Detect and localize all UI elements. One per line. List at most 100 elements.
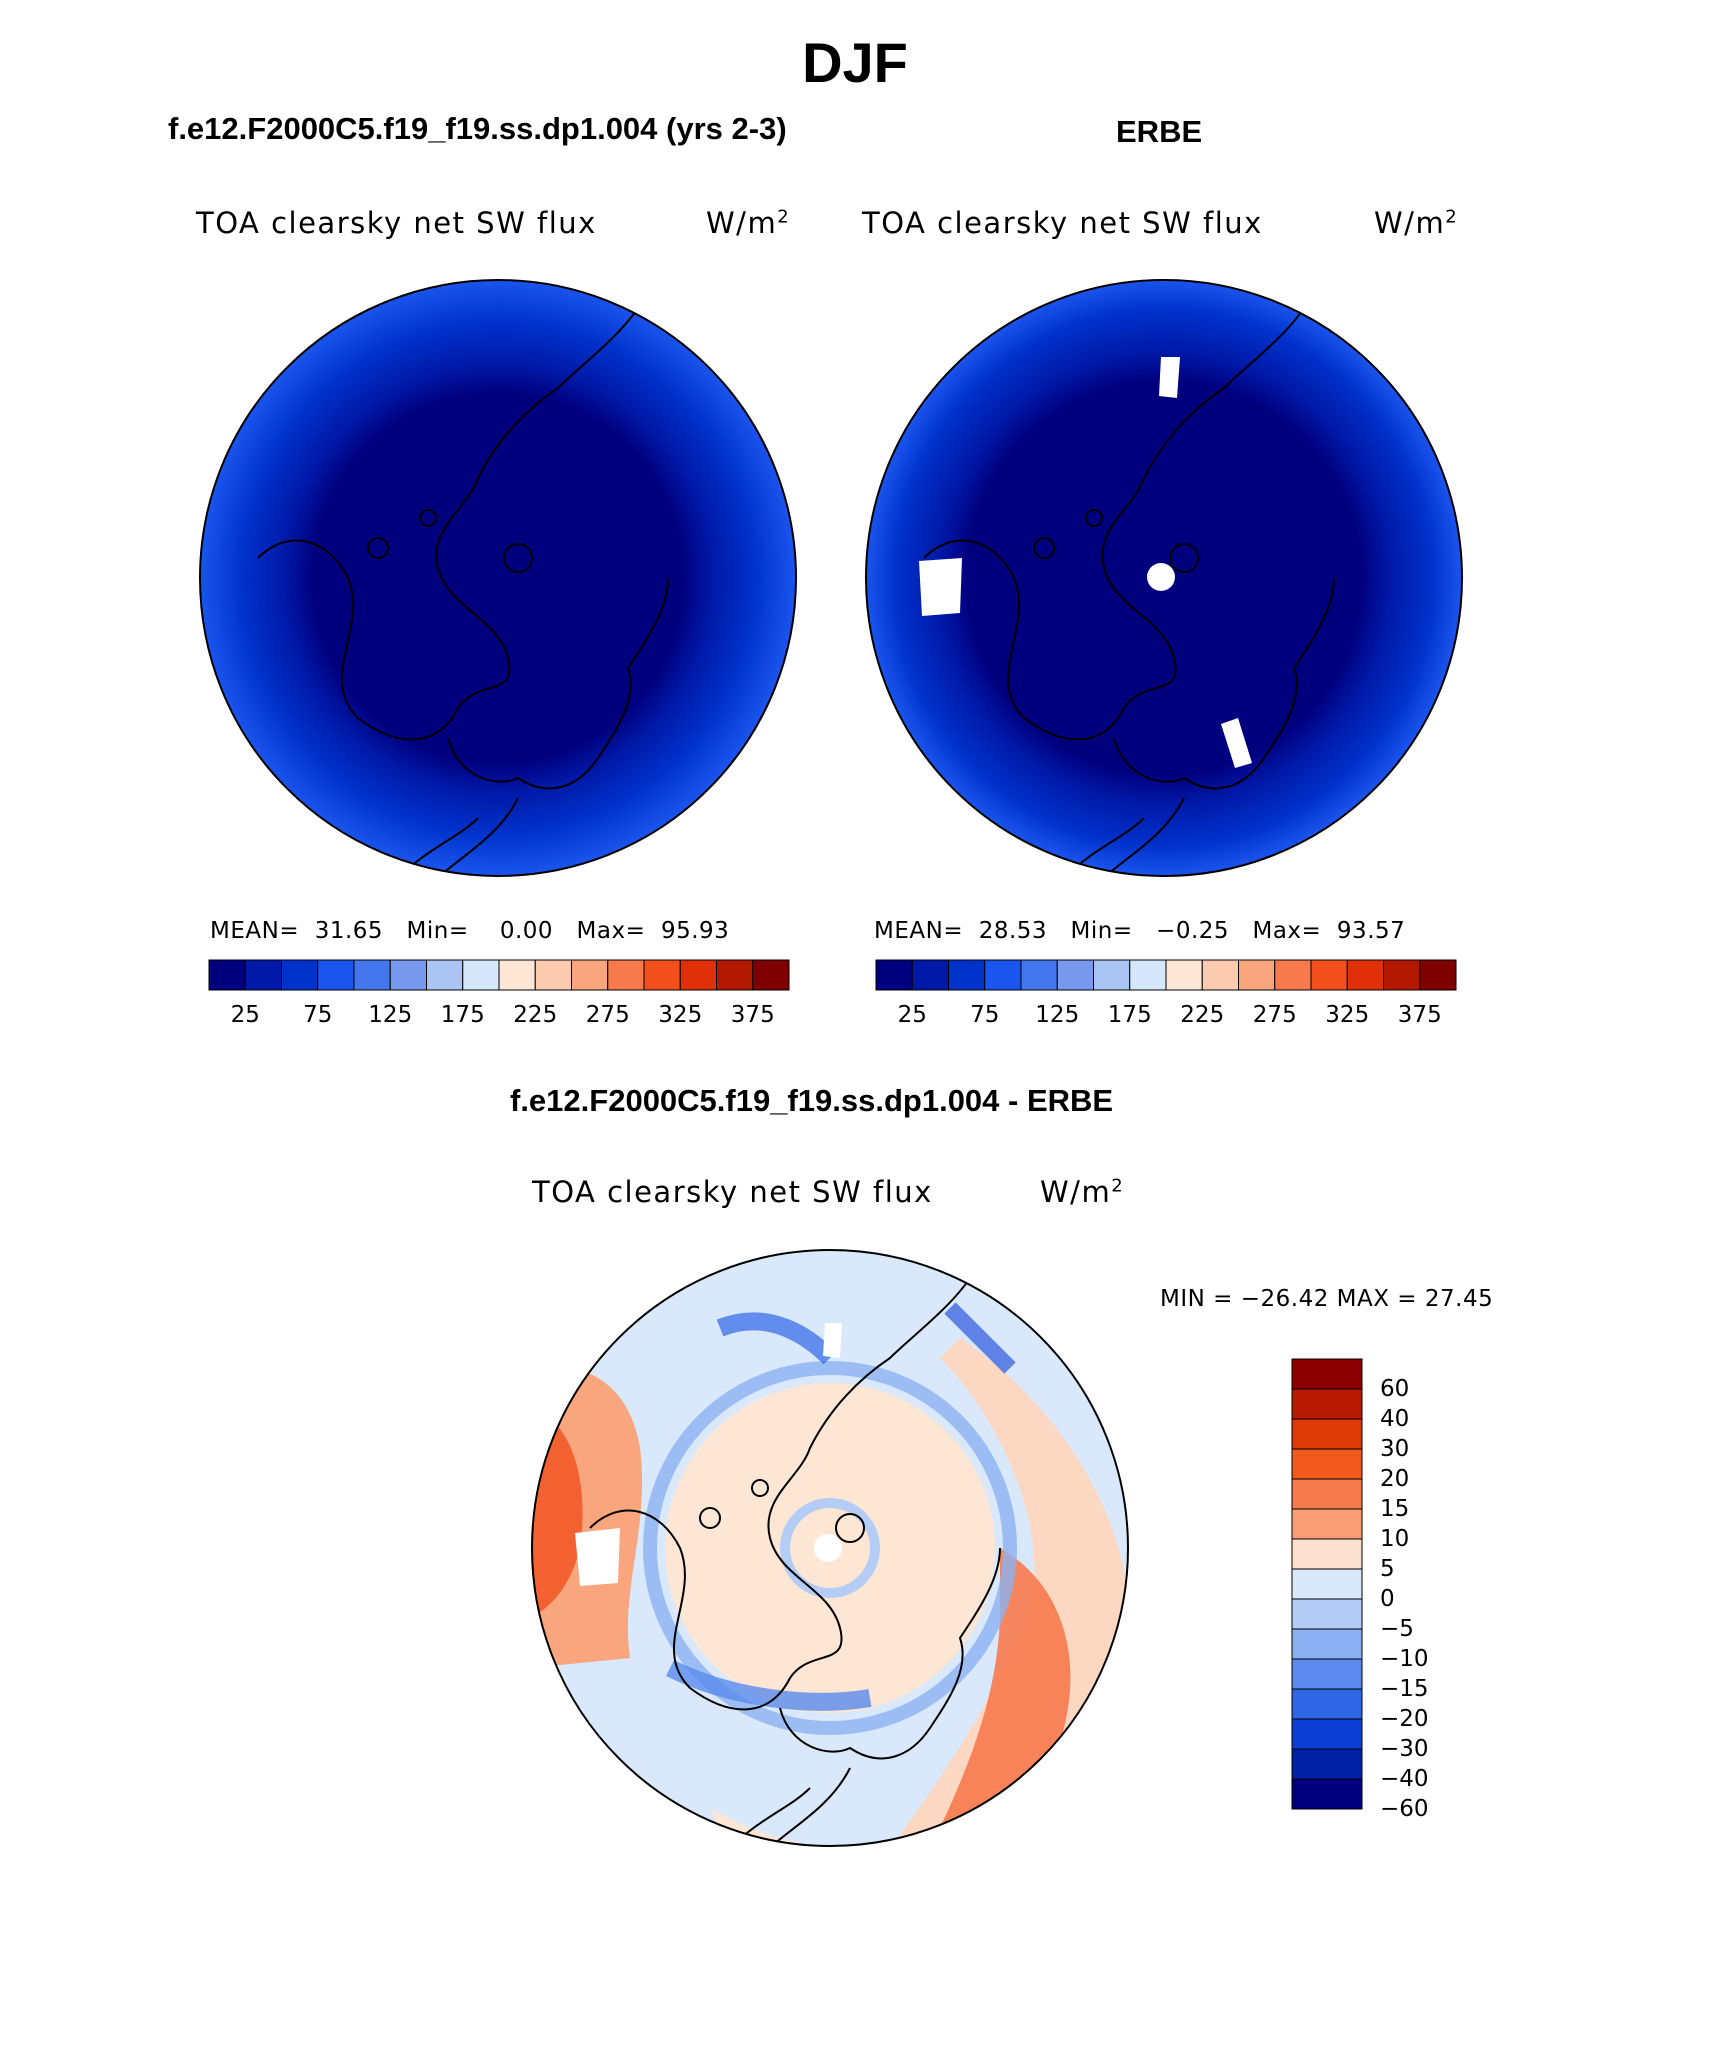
colorbar-panel1	[208, 959, 790, 991]
colorbar-panel3-tick-label: −5	[1380, 1616, 1414, 1642]
colorbar-panel3-tick-label: 30	[1380, 1436, 1410, 1462]
colorbar-panel2-swatch	[911, 959, 949, 991]
colorbar-panel1-tick-label: 275	[585, 1002, 630, 1028]
colorbar-panel1-swatch	[208, 959, 246, 991]
missing-data-patches	[919, 357, 1252, 768]
colorbar-panel2-swatch	[1419, 959, 1457, 991]
colorbar-panel2-tick-label: 375	[1397, 1002, 1442, 1028]
panel2-stats: MEAN= 28.53 Min= −0.25 Max= 93.57	[874, 918, 1406, 944]
colorbar-panel1-tick-label: 175	[440, 1002, 485, 1028]
colorbar-panel3-tick-label: 15	[1380, 1496, 1410, 1522]
panel3-minmax: MIN = −26.42 MAX = 27.45	[1160, 1286, 1494, 1312]
colorbar-panel3-swatch	[1291, 1628, 1363, 1660]
colorbar-panel2-swatch	[875, 959, 913, 991]
colorbar-panel3-tick-label: −40	[1380, 1766, 1429, 1792]
missing-data-patches	[575, 1323, 842, 1586]
colorbar-panel1-swatch	[571, 959, 609, 991]
panel1-variable-label: TOA clearsky net SW flux	[196, 206, 597, 240]
colorbar-panel3-tick-label: 20	[1380, 1466, 1410, 1492]
colorbar-panel2-swatch	[1056, 959, 1094, 991]
colorbar-panel3-tick-label: −20	[1380, 1706, 1429, 1732]
colorbar-panel3-tick-label: −15	[1380, 1676, 1429, 1702]
flux-field	[200, 280, 796, 876]
colorbar-panel2-swatch	[1020, 959, 1058, 991]
colorbar-panel2-tick-label: 25	[897, 1002, 927, 1028]
colorbar-panel3-swatch	[1291, 1508, 1363, 1540]
colorbar-panel2-swatch	[1238, 959, 1276, 991]
colorbar-panel1-swatch	[607, 959, 645, 991]
colorbar-panel2-swatch	[1346, 959, 1384, 991]
colorbar-panel1-swatch	[317, 959, 355, 991]
colorbar-panel1-tick-label: 325	[658, 1002, 703, 1028]
colorbar-panel3-swatch	[1291, 1598, 1363, 1630]
colorbar-panel1-swatch	[752, 959, 790, 991]
colorbar-panel3-tick-label: −30	[1380, 1736, 1429, 1762]
page-title: DJF	[802, 31, 908, 94]
colorbar-panel3-tick-label: −10	[1380, 1646, 1429, 1672]
map-panel2	[865, 279, 1463, 877]
colorbar-panel3-tick-label: 60	[1380, 1376, 1410, 1402]
colorbar-panel1-tick-label: 25	[230, 1002, 260, 1028]
panel3-units-label: W/m2	[1040, 1175, 1125, 1209]
panel3-variable-label: TOA clearsky net SW flux	[532, 1175, 933, 1209]
colorbar-panel3-swatch	[1291, 1478, 1363, 1510]
colorbar-panel2-swatch	[948, 959, 986, 991]
colorbar-panel1-tick-label: 125	[368, 1002, 413, 1028]
colorbar-panel2-tick-label: 175	[1107, 1002, 1152, 1028]
colorbar-panel2-swatch	[1310, 959, 1348, 991]
colorbar-panel1-swatch	[643, 959, 681, 991]
panel2-case-title: ERBE	[1116, 114, 1203, 149]
colorbar-panel3-swatch	[1291, 1538, 1363, 1570]
colorbar-panel1-swatch	[244, 959, 282, 991]
colorbar-panel1-swatch	[716, 959, 754, 991]
coastline-outlines	[589, 1277, 1001, 1846]
colorbar-panel3-tick-label: −60	[1380, 1796, 1429, 1822]
colorbar-panel1-tick-label: 75	[303, 1002, 333, 1028]
colorbar-panel1-swatch	[534, 959, 572, 991]
colorbar-panel3-swatch	[1291, 1778, 1363, 1810]
colorbar-panel3-tick-label: 10	[1380, 1526, 1410, 1552]
colorbar-panel2-tick-label: 125	[1035, 1002, 1080, 1028]
colorbar-panel3-swatch	[1291, 1568, 1363, 1600]
colorbar-panel1-swatch	[679, 959, 717, 991]
panel2-variable-label: TOA clearsky net SW flux	[862, 206, 1263, 240]
colorbar-panel1-swatch	[462, 959, 500, 991]
colorbar-panel3-swatch	[1291, 1388, 1363, 1420]
panel2-units-label: W/m2	[1374, 206, 1459, 240]
map-panel3	[531, 1249, 1129, 1847]
colorbar-panel3-swatch	[1291, 1688, 1363, 1720]
panel3-case-title: f.e12.F2000C5.f19_f19.ss.dp1.004 - ERBE	[510, 1083, 1114, 1118]
colorbar-panel2-tick-label: 325	[1325, 1002, 1370, 1028]
colorbar-panel3	[1291, 1358, 1363, 1810]
colorbar-panel1-swatch	[353, 959, 391, 991]
map-panel1	[199, 279, 797, 877]
colorbar-panel2-tick-label: 275	[1252, 1002, 1297, 1028]
colorbar-panel3-swatch	[1291, 1448, 1363, 1480]
colorbar-panel3-tick-label: 40	[1380, 1406, 1410, 1432]
colorbar-panel1-tick-label: 225	[513, 1002, 558, 1028]
colorbar-panel3-swatch	[1291, 1718, 1363, 1750]
colorbar-panel3-tick-label: 5	[1380, 1556, 1395, 1582]
colorbar-panel3-swatch	[1291, 1418, 1363, 1450]
colorbar-panel3-swatch	[1291, 1658, 1363, 1690]
panel1-stats: MEAN= 31.65 Min= 0.00 Max= 95.93	[210, 918, 730, 944]
colorbar-panel2-swatch	[1383, 959, 1421, 991]
colorbar-panel2-swatch	[1165, 959, 1203, 991]
colorbar-panel1-swatch	[426, 959, 464, 991]
colorbar-panel2	[875, 959, 1457, 991]
panel1-case-title: f.e12.F2000C5.f19_f19.ss.dp1.004 (yrs 2-…	[168, 111, 787, 146]
colorbar-panel2-swatch	[1093, 959, 1131, 991]
panel1-units-label: W/m2	[706, 206, 791, 240]
colorbar-panel3-swatch	[1291, 1748, 1363, 1780]
colorbar-panel1-tick-label: 375	[730, 1002, 775, 1028]
colorbar-panel1-swatch	[389, 959, 427, 991]
colorbar-panel2-tick-label: 225	[1180, 1002, 1225, 1028]
colorbar-panel2-tick-label: 75	[970, 1002, 1000, 1028]
colorbar-panel2-swatch	[1201, 959, 1239, 991]
colorbar-panel2-swatch	[1129, 959, 1167, 991]
colorbar-panel1-swatch	[498, 959, 536, 991]
colorbar-panel3-swatch	[1291, 1358, 1363, 1390]
colorbar-panel2-swatch	[1274, 959, 1312, 991]
colorbar-panel1-swatch	[281, 959, 319, 991]
colorbar-panel3-tick-label: 0	[1380, 1586, 1395, 1612]
